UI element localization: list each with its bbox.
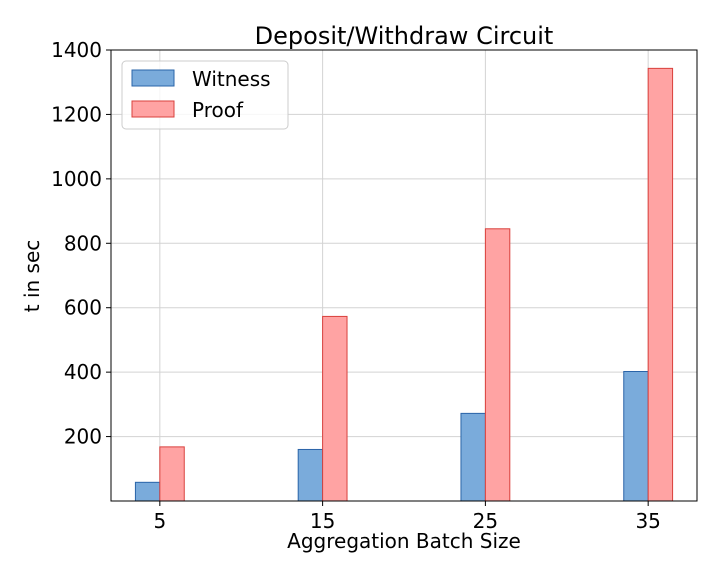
x-axis: 5 15 25 35 [153,501,661,533]
x-tick-label: 35 [635,509,660,533]
bar-proof-25 [484,228,511,502]
x-axis-title: Aggregation Batch Size [287,529,521,553]
bar-proof-15 [322,315,348,502]
y-tick-label: 1000 [51,167,102,191]
bar-proof-35 [647,67,674,502]
y-axis: 200 400 600 800 1000 1200 1400 [51,38,111,449]
bar-witness-15 [297,448,324,502]
bars [134,67,674,502]
legend: Witness Proof [121,60,289,130]
bar-proof-5 [159,446,185,502]
x-tick-label: 5 [153,509,166,533]
legend-swatch-proof [131,100,175,118]
chart-title: Deposit/Withdraw Circuit [255,22,554,50]
bar-witness-5 [134,481,161,502]
bar-witness-35 [623,370,649,502]
legend-label-witness: Witness [192,67,271,91]
x-tick-label: 25 [473,509,498,533]
plot-frame [110,49,698,502]
bar-witness-25 [460,412,486,502]
legend-swatch-witness [131,69,175,87]
legend-label-proof: Proof [192,98,244,122]
y-tick-label: 400 [64,360,102,384]
x-tick-label: 15 [310,509,335,533]
y-tick-label: 1200 [51,102,102,126]
y-tick-label: 800 [64,231,102,255]
y-tick-label: 200 [64,425,102,449]
y-axis-title: t in sec [20,240,44,313]
y-tick-label: 600 [64,296,102,320]
y-tick-label: 1400 [51,38,102,62]
